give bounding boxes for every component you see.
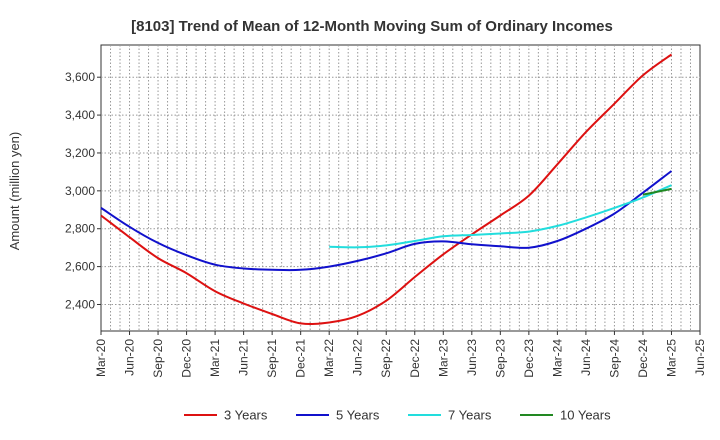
x-tick-label: Jun-21 [237,339,251,376]
y-tick-label: 3,200 [65,146,95,160]
x-tick-label: Jun-24 [579,339,593,376]
series-line-3-years [100,53,673,326]
x-tick-label: Mar-22 [322,339,336,377]
series-line-5-years [100,170,673,272]
y-tick-label: 2,800 [65,222,95,236]
x-tick-label: Mar-23 [436,339,450,377]
x-tick-label: Jun-22 [351,339,365,376]
x-tick-label: Dec-21 [294,339,308,378]
x-tick-label: Mar-24 [550,339,564,377]
legend-label-5-years: 5 Years [336,408,380,423]
y-tick-label: 3,000 [65,184,95,198]
x-tick-label: Jun-20 [123,339,137,376]
legend: 3 Years 5 Years 7 Years 10 Years [184,408,611,423]
x-tick-label: Mar-25 [664,339,678,377]
legend-label-3-years: 3 Years [224,408,268,423]
y-axis-label: Amount (million yen) [7,132,22,251]
x-tick-label: Sep-21 [265,339,279,378]
y-tick-label: 2,400 [65,297,95,311]
legend-label-7-years: 7 Years [448,408,492,423]
x-tick-label: Dec-22 [408,339,422,378]
x-tick-label: Mar-21 [208,339,222,377]
x-axis-ticks: Mar-20 Jun-20 Sep-20 Dec-20 Mar-21 Jun-21 Sep-… [94,331,707,378]
y-tick-label: 2,600 [65,260,95,274]
y-tick-label: 3,400 [65,108,95,122]
y-tick-label: 3,600 [65,70,95,84]
chart-title: [8103] Trend of Mean of 12-Month Moving … [131,18,613,35]
x-tick-label: Dec-23 [522,339,536,378]
series-line-7-years [329,184,672,249]
series-lines [100,53,673,326]
x-tick-label: Dec-20 [180,339,194,378]
x-tick-label: Mar-20 [94,339,108,377]
series-line-10-years [642,187,672,196]
grid-lines [101,45,700,331]
x-tick-label: Sep-22 [379,339,393,378]
x-tick-label: Sep-20 [151,339,165,378]
x-tick-label: Jun-23 [465,339,479,376]
y-axis-ticks: 2,400 2,600 2,800 3,000 3,200 3,400 3,600 [65,70,101,311]
x-tick-label: Sep-23 [493,339,507,378]
x-tick-label: Sep-24 [607,339,621,378]
legend-label-10-years: 10 Years [560,408,611,423]
x-tick-label: Jun-25 [693,339,707,376]
x-tick-label: Dec-24 [636,339,650,378]
